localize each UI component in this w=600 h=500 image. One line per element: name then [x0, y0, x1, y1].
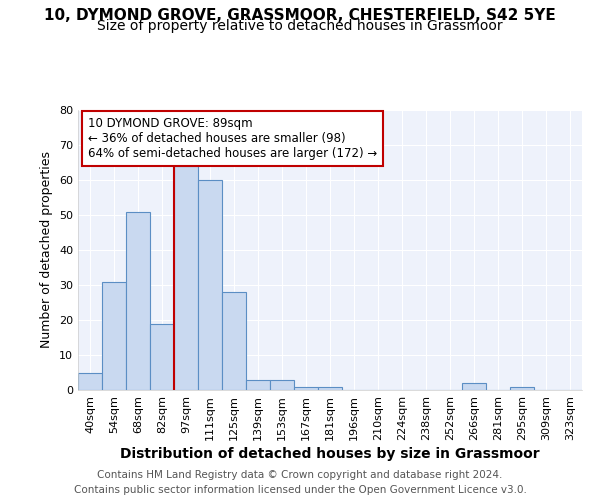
Bar [462, 383, 486, 390]
Bar [198, 180, 222, 390]
X-axis label: Distribution of detached houses by size in Grassmoor: Distribution of detached houses by size … [120, 447, 540, 461]
Bar [270, 380, 294, 390]
Bar [150, 324, 174, 390]
Bar [126, 212, 150, 390]
Text: Size of property relative to detached houses in Grassmoor: Size of property relative to detached ho… [97, 19, 503, 33]
Bar [222, 292, 246, 390]
Bar [78, 372, 102, 390]
Bar [246, 380, 270, 390]
Y-axis label: Number of detached properties: Number of detached properties [40, 152, 53, 348]
Bar [174, 166, 198, 390]
Bar [318, 386, 342, 390]
Bar [102, 282, 126, 390]
Bar [510, 386, 534, 390]
Text: Contains HM Land Registry data © Crown copyright and database right 2024.
Contai: Contains HM Land Registry data © Crown c… [74, 470, 526, 495]
Text: 10, DYMOND GROVE, GRASSMOOR, CHESTERFIELD, S42 5YE: 10, DYMOND GROVE, GRASSMOOR, CHESTERFIEL… [44, 8, 556, 22]
Text: 10 DYMOND GROVE: 89sqm
← 36% of detached houses are smaller (98)
64% of semi-det: 10 DYMOND GROVE: 89sqm ← 36% of detached… [88, 117, 377, 160]
Bar [294, 386, 318, 390]
